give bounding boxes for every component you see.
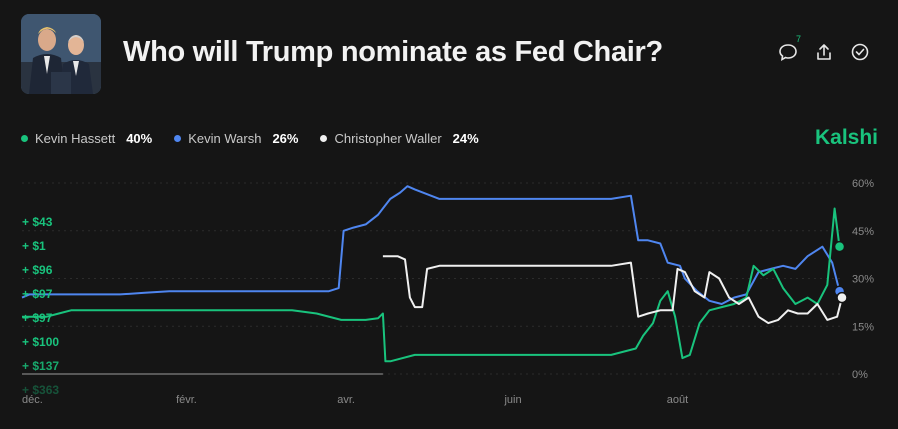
- y-tick-label: 15%: [852, 321, 874, 333]
- x-tick-label: avr.: [337, 394, 355, 406]
- y-tick-label: 45%: [852, 226, 874, 238]
- comment-icon: [779, 44, 797, 62]
- series-endpoint: [836, 291, 848, 304]
- trade-label: + $97: [22, 287, 53, 301]
- x-tick-label: déc.: [22, 394, 43, 406]
- legend-value: 40%: [126, 131, 153, 146]
- trade-label: + $363: [22, 383, 59, 397]
- legend-item-hassett[interactable]: Kevin Hassett 40%: [21, 131, 152, 146]
- share-button[interactable]: [813, 40, 835, 64]
- series-line: [21, 185, 841, 305]
- legend-item-waller[interactable]: Christopher Waller 24%: [320, 131, 479, 146]
- legend-label: Kevin Warsh: [188, 131, 262, 146]
- trade-label: + $100: [22, 335, 59, 349]
- x-tick-label: août: [667, 394, 688, 406]
- share-icon: [817, 44, 831, 60]
- trade-label: + $96: [22, 263, 53, 277]
- comments-button[interactable]: 7: [777, 34, 801, 64]
- trade-label: + $43: [22, 215, 53, 229]
- legend-dot-hassett: [21, 135, 28, 142]
- x-tick-label: févr.: [176, 394, 197, 406]
- legend-item-warsh[interactable]: Kevin Warsh 26%: [174, 131, 298, 146]
- check-circle-icon: [851, 43, 869, 61]
- y-tick-label: 0%: [852, 369, 868, 381]
- legend-label: Christopher Waller: [334, 131, 442, 146]
- trade-label: + $1: [22, 239, 46, 253]
- legend-value: 26%: [272, 131, 299, 146]
- legend-label: Kevin Hassett: [35, 131, 116, 146]
- x-tick-label: juin: [503, 394, 521, 406]
- legend-value: 24%: [452, 131, 479, 146]
- y-tick-label: 60%: [852, 178, 874, 190]
- watch-button[interactable]: [849, 40, 871, 64]
- legend-dot-warsh: [174, 135, 182, 142]
- market-photo-icon: [21, 14, 101, 94]
- y-tick-label: 30%: [852, 274, 874, 286]
- series-endpoint: [833, 240, 846, 253]
- chart-legend: Kevin Hassett 40% Kevin Warsh 26% Christ…: [21, 131, 479, 146]
- kalshi-logo: Kalshi: [814, 126, 878, 149]
- trade-label: + $97: [22, 311, 53, 325]
- comment-count-badge: 7: [795, 34, 801, 44]
- series-line: [22, 207, 841, 363]
- legend-dot-waller: [320, 135, 328, 142]
- trade-label: + $137: [22, 359, 59, 373]
- page-title: Who will Trump nominate as Fed Chair?: [123, 36, 663, 68]
- header-actions: 7: [777, 34, 871, 64]
- series-line: [382, 255, 843, 325]
- market-thumbnail: [21, 14, 101, 94]
